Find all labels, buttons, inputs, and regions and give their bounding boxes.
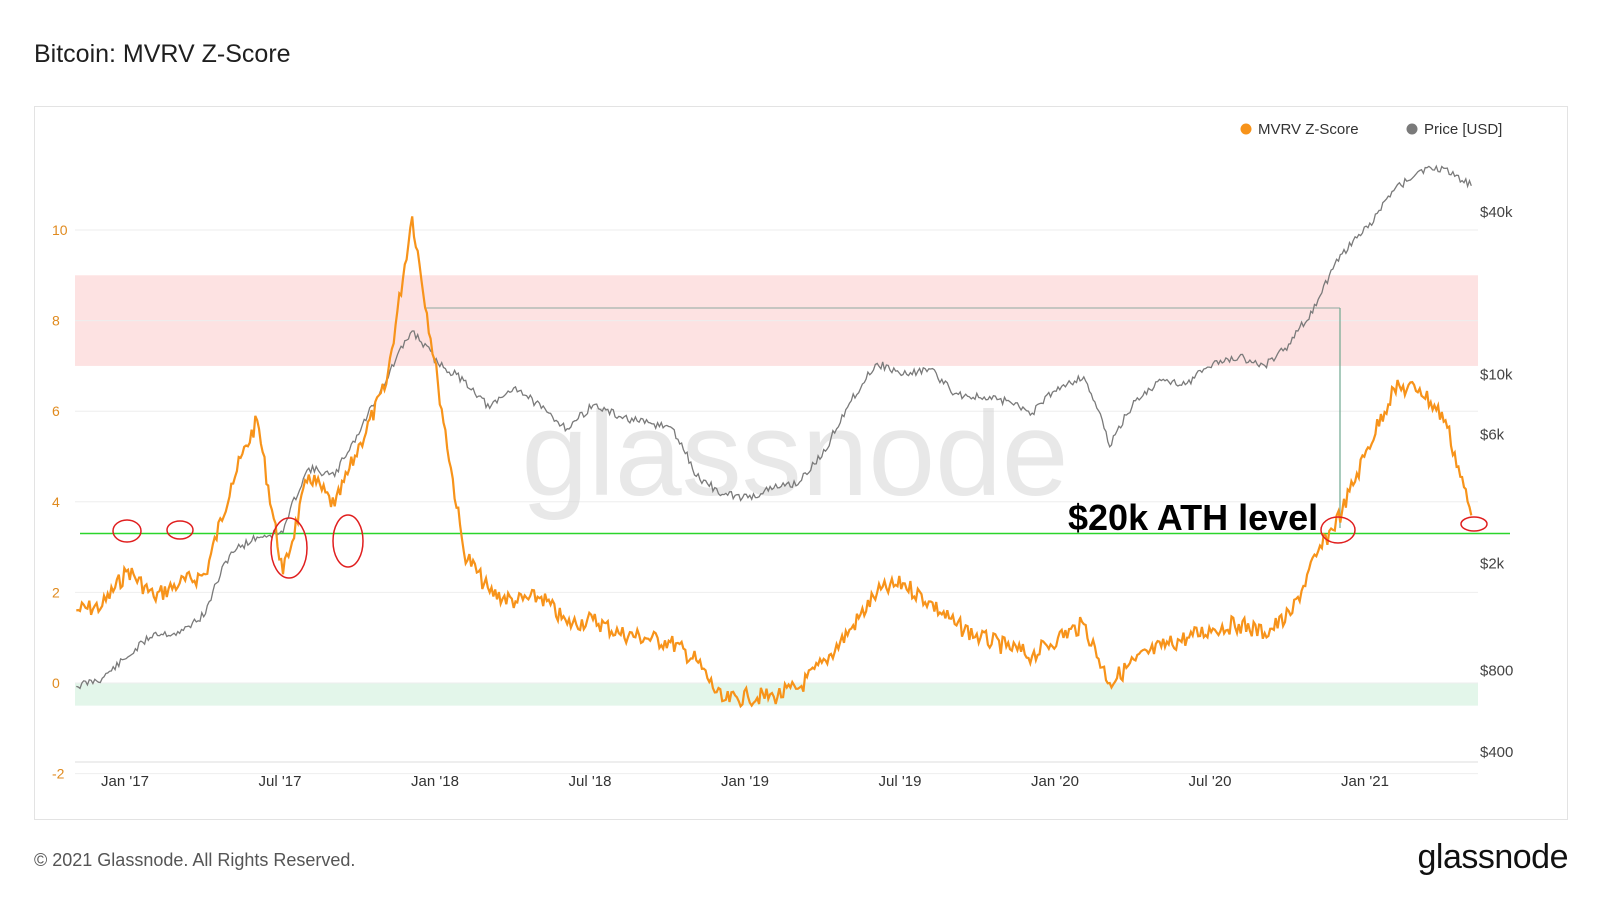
y-left-tick: 2	[52, 584, 60, 600]
x-tick: Jul '17	[259, 773, 302, 790]
chart-frame	[34, 106, 1568, 820]
highlight-circle	[332, 514, 364, 568]
legend: MVRV Z-Score Price [USD]	[1240, 121, 1502, 138]
y-right-tick: $40k	[1480, 204, 1513, 221]
mvrv-series-line	[76, 216, 1473, 709]
y-left-tick: -2	[52, 766, 65, 782]
legend-label: MVRV Z-Score	[1258, 121, 1359, 138]
watermark: glassnode	[521, 387, 1068, 521]
legend-dot	[1240, 123, 1252, 135]
price-series-line	[76, 164, 1472, 690]
y-right-tick: $6k	[1480, 426, 1505, 443]
y-left-tick: 0	[52, 675, 60, 691]
highlight-circle	[1320, 516, 1356, 544]
x-tick: Jan '19	[721, 773, 769, 790]
copyright-text: © 2021 Glassnode. All Rights Reserved.	[34, 850, 356, 870]
x-tick: Jan '20	[1031, 773, 1079, 790]
legend-label: Price [USD]	[1424, 121, 1502, 138]
x-tick: Jan '17	[101, 773, 149, 790]
x-tick: Jan '18	[411, 773, 459, 790]
y-right-tick: $10k	[1480, 367, 1513, 384]
y-right-tick: $400	[1480, 744, 1513, 761]
highlight-circle	[112, 519, 142, 543]
highlight-circle	[1460, 516, 1488, 532]
legend-dot	[1406, 123, 1418, 135]
x-tick: Jan '21	[1341, 773, 1389, 790]
x-tick: Jul '20	[1189, 773, 1232, 790]
x-tick: Jul '19	[879, 773, 922, 790]
y-left-tick: 8	[52, 313, 60, 329]
ath-annotation: $20k ATH level	[1068, 497, 1318, 538]
glassnode-logo: glassnode	[1417, 838, 1568, 876]
highlight-circle	[270, 517, 308, 579]
page-title: Bitcoin: MVRV Z-Score	[34, 40, 291, 68]
y-left-tick: 10	[52, 222, 68, 238]
y-right-tick: $2k	[1480, 555, 1505, 572]
y-left-tick: 6	[52, 403, 60, 419]
y-right-tick: $800	[1480, 663, 1513, 680]
x-tick: Jul '18	[569, 773, 612, 790]
highlight-circle	[166, 520, 194, 540]
green-band	[75, 683, 1478, 706]
y-left-tick: 4	[52, 494, 60, 510]
